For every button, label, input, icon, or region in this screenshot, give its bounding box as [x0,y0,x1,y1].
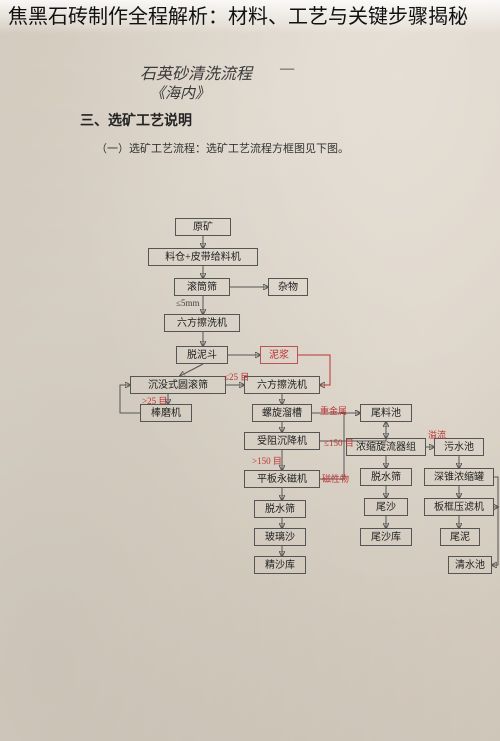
node-hex-scrubber-2: 六方擦洗机 [244,376,320,394]
node-hex-scrubber-1: 六方擦洗机 [164,314,240,332]
edge-label-le25: ≤25 目 [224,370,249,383]
node-fine-sand-store: 精沙库 [254,556,306,574]
node-filter-press: 板框压滤机 [424,498,494,516]
node-clean-water-pond: 清水池 [448,556,492,574]
section-heading: 三、选矿工艺说明 [80,110,192,130]
edge-label-gt150: >150 目 [252,454,282,467]
node-hindered-settler: 受阻沉降机 [244,432,320,450]
edge-label-magnetic: 磁性物 [322,472,349,485]
node-tail-sand: 尾沙 [364,498,408,516]
node-dewatering-screen: 脱水筛 [254,500,306,518]
node-deep-cone-thickener: 深锥浓缩罐 [424,468,494,486]
edge-label-overflow: 溢流 [428,428,446,441]
edge-label-gt25: >25 目 [142,394,167,407]
section-subheading: （一）选矿工艺流程：选矿工艺流程方框图见下图。 [96,140,349,156]
handwriting-line1: 石英砂清洗流程 [140,60,252,84]
node-debris: 杂物 [268,278,308,296]
node-dewatering-screen-2: 脱水筛 [360,468,412,486]
node-submerged-drum-screen: 沉没式圆滚筛 [130,376,226,394]
node-spiral-chute: 螺旋溜槽 [252,404,312,422]
paper-background [0,0,500,741]
edge-label-heavy-metal: 重金属 [320,404,347,417]
node-bin-belt-feeder: 料仓+皮带给料机 [148,248,258,266]
node-thickening-cyclone: 浓缩旋流器组 [346,438,426,456]
handwriting-dash: — [280,60,294,78]
node-slurry: 泥浆 [260,346,298,364]
node-tailings-pond: 尾料池 [360,404,412,422]
node-tail-sand-store: 尾沙库 [360,528,412,546]
node-raw-ore: 原矿 [175,218,231,236]
node-glass-sand: 玻璃沙 [254,528,306,546]
node-drum-screen: 滚筒筛 [174,278,230,296]
node-desliming-hopper: 脱泥斗 [176,346,228,364]
handwriting-line2: 《海内》 [150,82,210,103]
node-flat-magnetic: 平板永磁机 [244,470,320,488]
edge-label-le150: ≤150 目 [324,436,354,449]
node-tail-mud: 尾泥 [440,528,480,546]
edge-label-5mm: ≤5mm [176,298,199,308]
